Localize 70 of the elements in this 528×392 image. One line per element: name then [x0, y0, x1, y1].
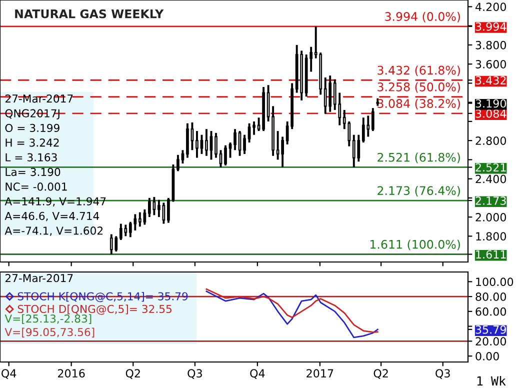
x-tick-label: Q3 — [436, 369, 450, 379]
ref-line-label: 1.611 (100.0%) — [370, 240, 460, 250]
annotation: O = 3.199 — [5, 124, 60, 132]
candlestick — [276, 130, 280, 161]
candlestick — [243, 134, 246, 155]
annotation: A=46.6, V=4.714 — [4, 212, 100, 222]
candlestick — [234, 128, 236, 152]
y-tick-label: 20.00 — [476, 337, 506, 346]
annotation: V=[25.13,-2.83] — [4, 314, 92, 324]
candlestick — [252, 120, 256, 136]
text: NATURAL GAS WEEKLY — [15, 9, 164, 18]
candlestick — [152, 196, 156, 216]
annotation: NC= -0.001 — [6, 182, 67, 191]
candlestick — [200, 134, 204, 155]
candlestick — [371, 107, 374, 132]
y-tick-label: 3.800 — [476, 40, 506, 50]
ref-line-label: 3.994 (0.0%) — [385, 12, 460, 22]
candlestick — [210, 130, 213, 161]
candlestick — [205, 128, 208, 157]
candlestick — [224, 144, 227, 166]
candlestick — [148, 196, 151, 218]
x-tick-label: 2017 — [306, 369, 334, 378]
candlestick — [196, 130, 198, 159]
y-tick-label: 1.611 — [476, 250, 506, 259]
x-tick-label: Q2 — [126, 369, 140, 379]
ref-line-label: 3.432 (61.8%) — [378, 66, 460, 76]
x-tick-label: 2016 — [58, 369, 85, 378]
ref-line-label: 2.173 (76.4%) — [378, 186, 460, 196]
y-tick-label: 3.600 — [476, 60, 506, 68]
x-tick-label: Q4 — [250, 369, 265, 379]
y-tick-label: 0.00 — [476, 352, 499, 360]
y-tick-label: 1.800 — [476, 232, 506, 241]
annotation: V=[95.05,73.56] — [4, 328, 94, 338]
x-tick-label: Q4 — [2, 369, 16, 379]
y-tick-label: 2.521 — [476, 163, 506, 172]
candlestick — [167, 196, 170, 224]
y-tick-label: 3.994 — [476, 22, 506, 31]
y-tick-label: 3.084 — [476, 109, 506, 118]
y-tick-label: 60.00 — [476, 307, 506, 316]
y-tick-label: 80.00 — [476, 292, 506, 301]
line-series — [206, 290, 378, 338]
annotation: 27-Mar-2017 — [5, 274, 73, 282]
y-tick-label: 2.800 — [476, 136, 506, 145]
annotation: A=-74.1, V=1.602 — [4, 226, 102, 236]
annotation: 27-Mar-2017 — [5, 94, 73, 103]
candlestick — [228, 142, 232, 159]
y-tick-label: 3.432 — [476, 76, 506, 85]
y-tick-label: 4.200 — [475, 2, 506, 12]
candlestick — [158, 198, 160, 218]
y-tick-label: 35.79 — [476, 325, 506, 334]
line-series — [206, 288, 378, 333]
annotation: La= 3.190 — [6, 168, 60, 176]
candlestick — [281, 136, 284, 168]
y-tick-label: 2.173 — [476, 196, 506, 205]
legend-label: STOCH D[QNG@C,5]= 32.55 — [18, 304, 172, 315]
candlestick — [214, 132, 218, 159]
x-tick-label: Q2 — [374, 369, 388, 379]
ref-line-label: 2.521 (61.8%) — [378, 152, 460, 164]
ref-line-label: 3.258 (50.0%) — [378, 82, 460, 93]
candlestick — [176, 154, 180, 172]
y-tick-label: 100.00 — [476, 278, 514, 286]
x-axis-title: 1 Wk — [477, 376, 506, 386]
y-tick-label: 3.190 — [476, 99, 506, 108]
annotation: H = 3.242 — [6, 138, 59, 147]
candlestick — [162, 202, 166, 225]
y-tick-label: 2.400 — [476, 174, 506, 184]
y-tick-label: 2.000 — [476, 213, 506, 222]
x-tick-label: Q3 — [188, 369, 202, 379]
candlestick — [257, 116, 260, 132]
annotation: L = 3.163 — [6, 153, 57, 162]
